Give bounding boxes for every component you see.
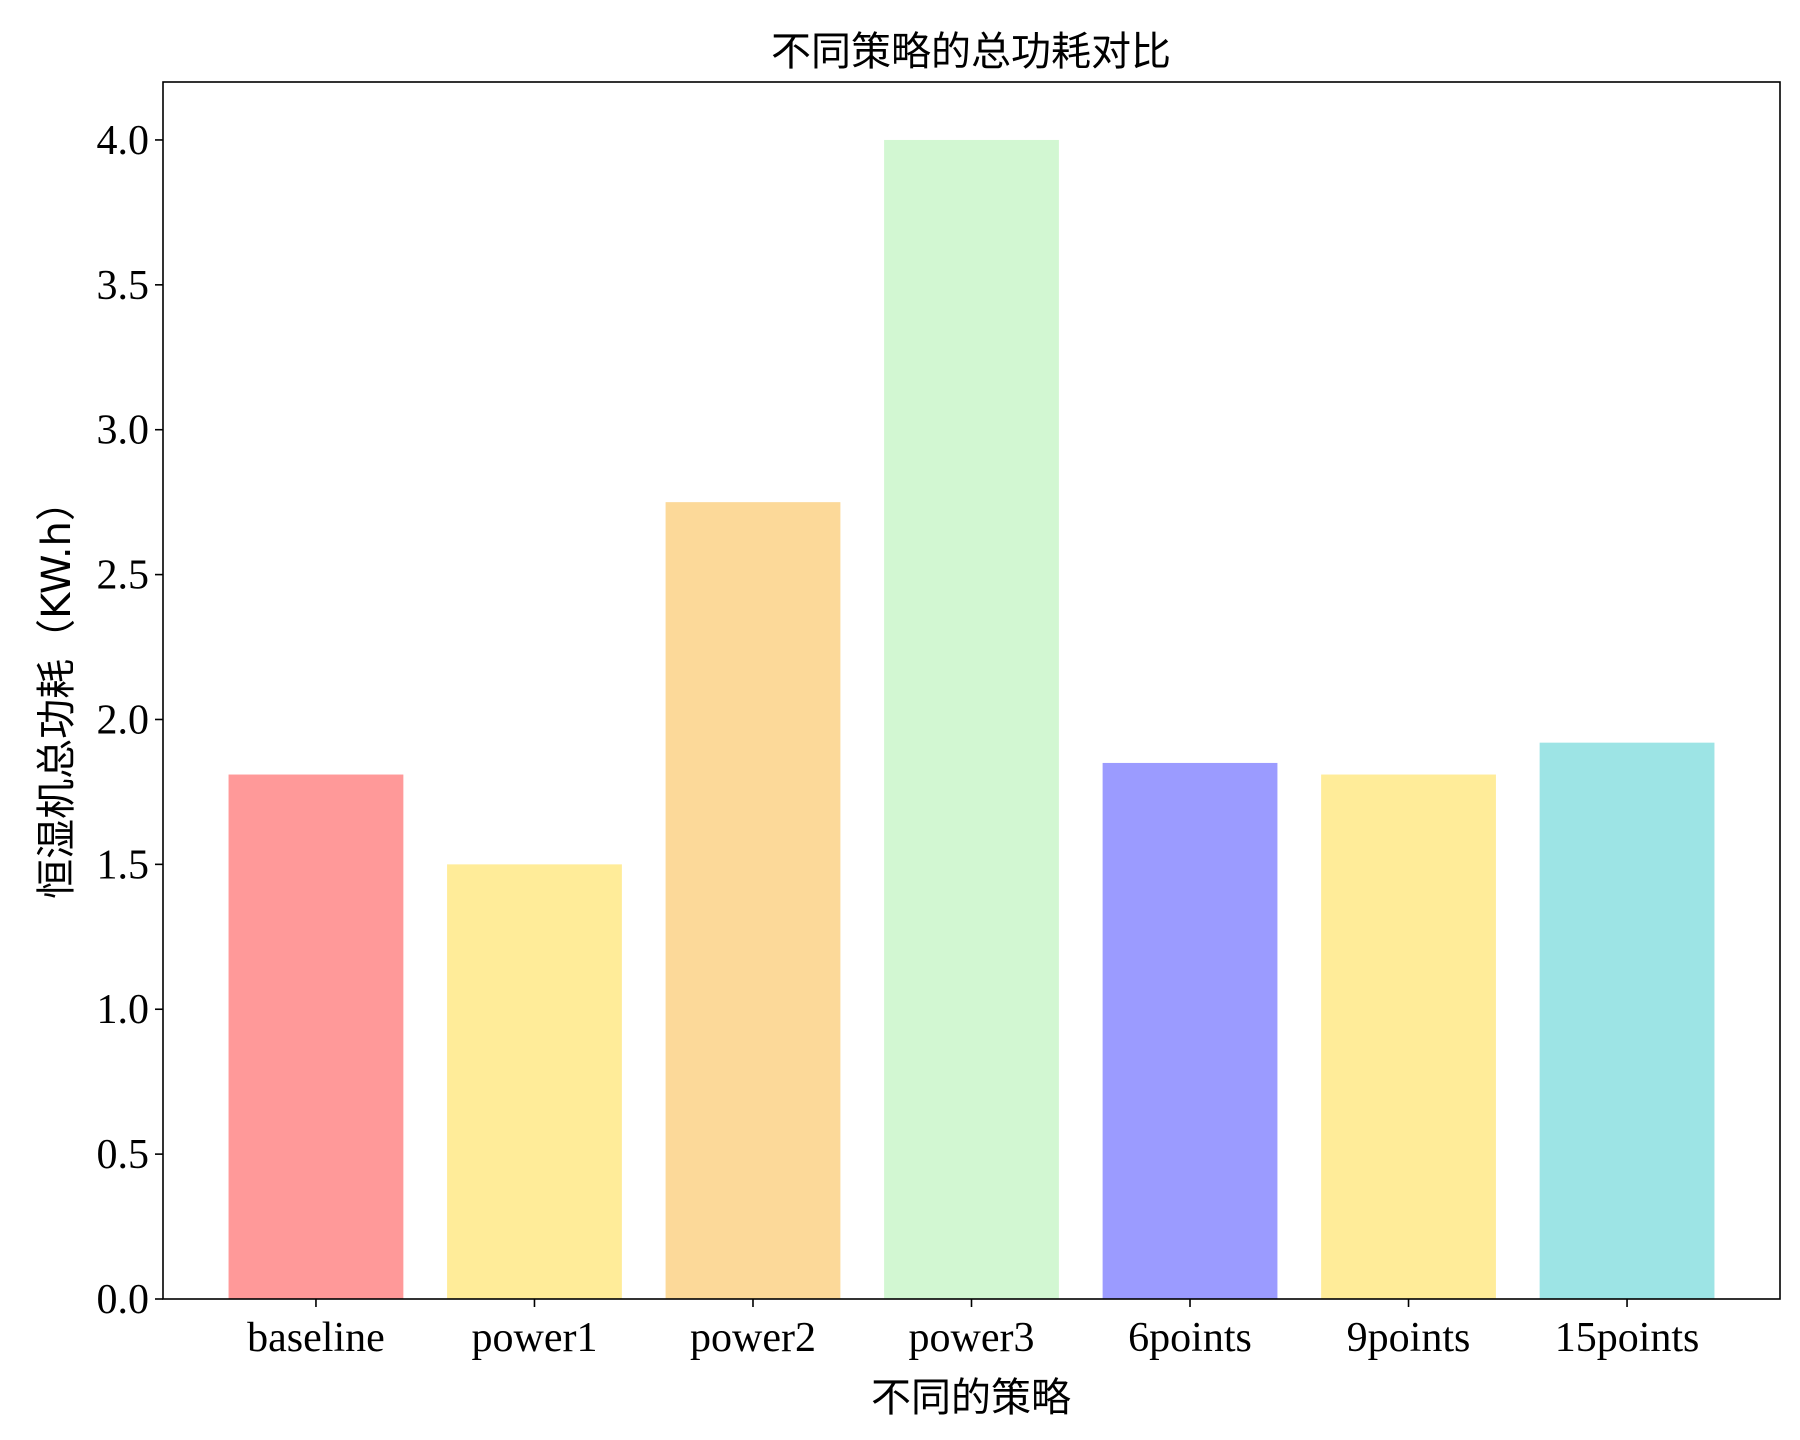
y-tick-label: 3.0: [97, 408, 150, 454]
y-tick-label: 3.5: [97, 263, 150, 309]
bar-power1: [447, 864, 622, 1299]
bars-layer: [228, 139, 1715, 1299]
x-tick-label: power1: [471, 1315, 597, 1361]
bar-power3: [884, 139, 1059, 1299]
y-axis: 0.0 0.5 1.0 1.5 2.0 2.5 3.0 3.5 4.0: [97, 118, 163, 1323]
x-axis: baseline power1 power2 power3 6points 9points…: [247, 1299, 1699, 1361]
x-tick-label: power2: [690, 1315, 816, 1361]
bar-9points: [1321, 774, 1496, 1299]
x-tick-label: 9points: [1347, 1315, 1471, 1361]
x-tick-label: 6points: [1128, 1315, 1252, 1361]
x-axis-label: 不同的策略: [871, 1375, 1071, 1421]
y-axis-label: 恒湿机总功耗（KW.h）: [34, 481, 80, 899]
y-tick-label: 2.0: [97, 697, 150, 743]
y-tick-label: 2.5: [97, 553, 150, 599]
y-tick-label: 0.5: [97, 1132, 150, 1178]
x-tick-label: baseline: [247, 1315, 385, 1361]
y-tick-label: 4.0: [97, 118, 150, 164]
bar-6points: [1102, 762, 1278, 1299]
x-tick-label: power3: [909, 1315, 1035, 1361]
bar-power2: [665, 502, 841, 1299]
y-tick-label: 1.0: [97, 987, 150, 1033]
plot-frame: [162, 81, 1781, 1300]
x-tick-label: 15points: [1555, 1315, 1700, 1361]
chart-title: 不同策略的总功耗对比: [771, 29, 1171, 75]
bar-15points: [1539, 742, 1715, 1299]
bar-baseline: [228, 774, 404, 1299]
y-tick-label: 1.5: [97, 842, 150, 888]
y-tick-label: 0.0: [97, 1277, 150, 1323]
